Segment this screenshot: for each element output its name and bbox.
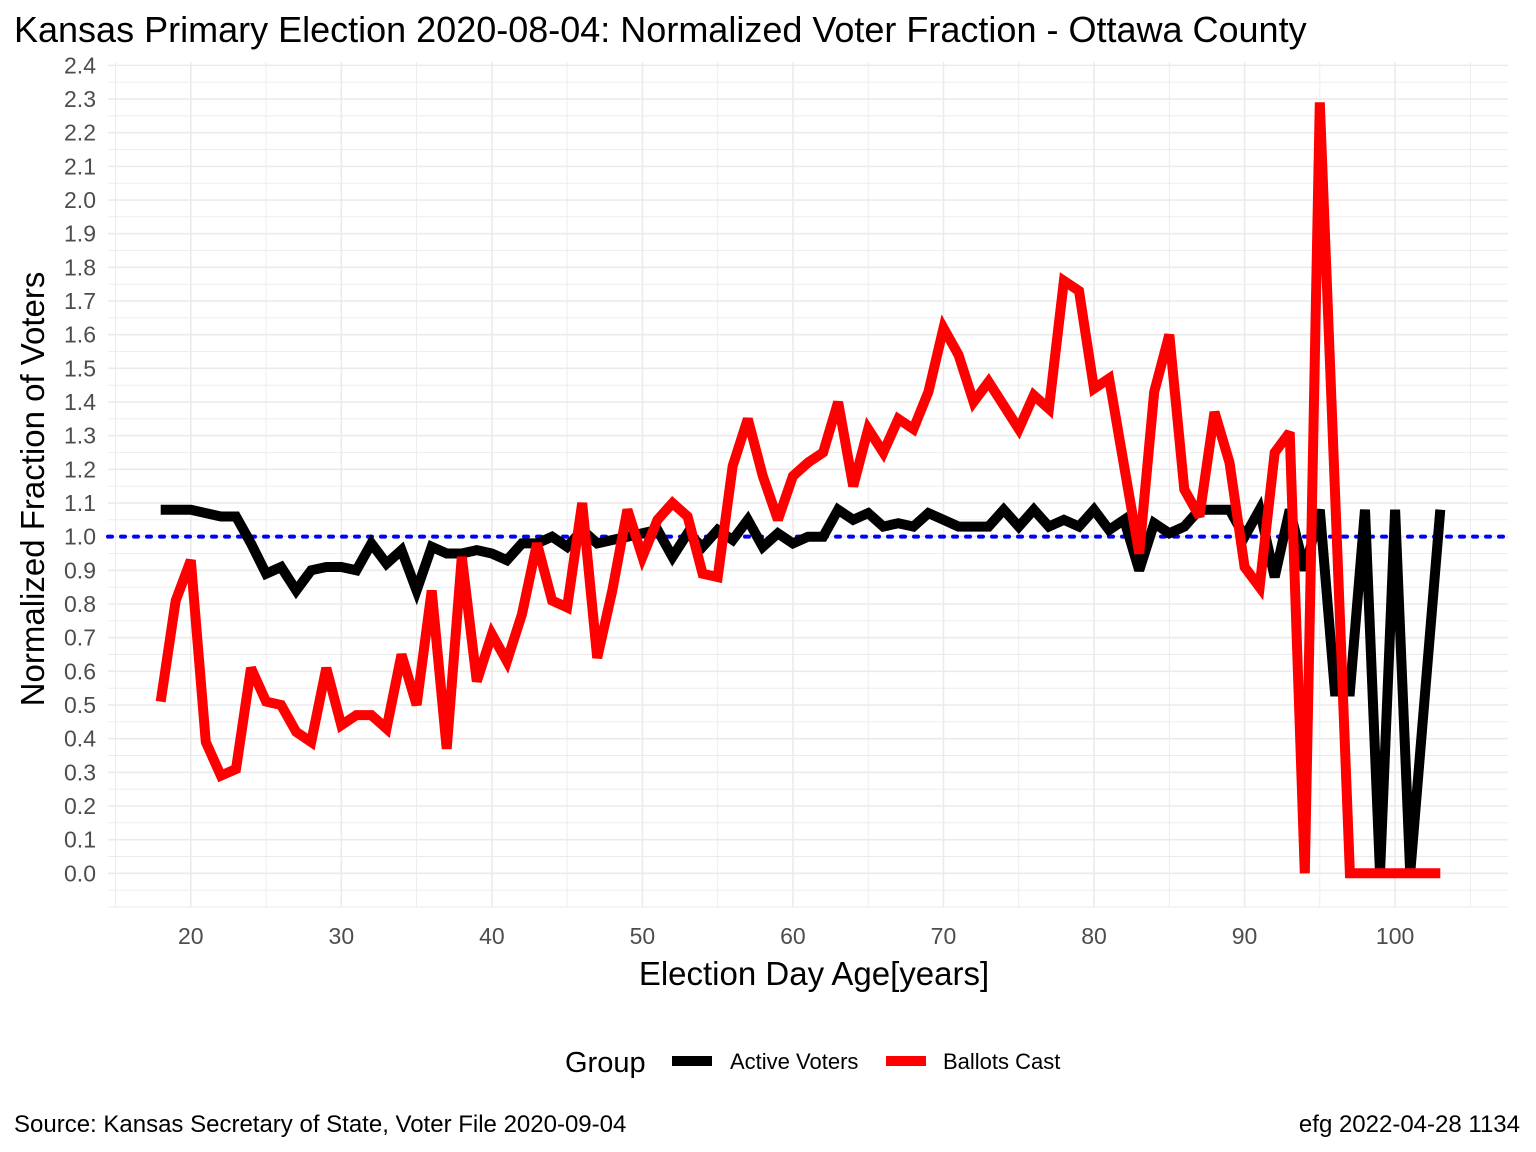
y-tick-label: 0.9 <box>64 557 96 583</box>
series-line-active-voters <box>160 495 1446 874</box>
y-tick-label: 1.7 <box>64 288 96 314</box>
y-tick-label: 2.0 <box>64 187 96 213</box>
x-tick-labels: 20 30 40 50 60 70 80 90 100 <box>178 923 1414 949</box>
y-tick-label: 2.1 <box>64 153 96 179</box>
x-tick-label: 60 <box>780 923 806 949</box>
y-tick-label: 1.8 <box>64 254 96 280</box>
y-tick-label: 2.2 <box>64 120 96 146</box>
y-tick-labels: 0.0 0.1 0.2 0.3 0.4 0.5 0.6 0.7 0.8 0.9 1.0 1.1 1.2 1… <box>64 52 96 886</box>
y-axis-title: Normalized Fraction of Voters <box>14 272 51 707</box>
x-tick-label: 30 <box>329 923 355 949</box>
y-tick-label: 1.3 <box>64 423 96 449</box>
x-tick-label: 20 <box>178 923 204 949</box>
x-tick-label: 40 <box>479 923 505 949</box>
x-tick-label: 90 <box>1232 923 1258 949</box>
y-tick-label: 1.6 <box>64 322 96 348</box>
y-tick-label: 2.4 <box>64 52 96 78</box>
y-tick-label: 0.1 <box>64 827 96 853</box>
chart-title: Kansas Primary Election 2020-08-04: Norm… <box>14 9 1307 50</box>
x-tick-label: 100 <box>1376 923 1414 949</box>
y-tick-label: 0.7 <box>64 625 96 651</box>
x-tick-label: 50 <box>630 923 656 949</box>
legend-label-ballots-cast: Ballots Cast <box>943 1049 1060 1074</box>
y-tick-label: 1.5 <box>64 355 96 381</box>
y-tick-label: 0.8 <box>64 591 96 617</box>
series-layer <box>155 102 1446 879</box>
x-tick-label: 70 <box>931 923 957 949</box>
legend-title: Group <box>565 1047 646 1079</box>
y-tick-label: 0.5 <box>64 692 96 718</box>
y-tick-label: 1.2 <box>64 456 96 482</box>
y-tick-label: 1.1 <box>64 490 96 516</box>
y-tick-label: 0.4 <box>64 726 96 752</box>
series-line-ballots-cast <box>155 102 1441 879</box>
y-tick-label: 2.3 <box>64 86 96 112</box>
y-tick-label: 0.3 <box>64 759 96 785</box>
major-gridlines <box>108 62 1508 907</box>
caption-source: Source: Kansas Secretary of State, Voter… <box>14 1111 626 1138</box>
y-tick-label: 0.0 <box>64 860 96 886</box>
x-axis-title: Election Day Age[years] <box>639 955 989 992</box>
y-tick-label: 1.4 <box>64 389 96 415</box>
caption-credit: efg 2022-04-28 1134 <box>1299 1111 1520 1138</box>
y-tick-label: 1.9 <box>64 221 96 247</box>
y-tick-label: 0.6 <box>64 658 96 684</box>
y-tick-label: 0.2 <box>64 793 96 819</box>
x-tick-label: 80 <box>1081 923 1107 949</box>
legend-label-active-voters: Active Voters <box>730 1049 858 1074</box>
y-tick-label: 1.0 <box>64 524 96 550</box>
legend: Group Active Voters Ballots Cast <box>565 1047 1060 1079</box>
